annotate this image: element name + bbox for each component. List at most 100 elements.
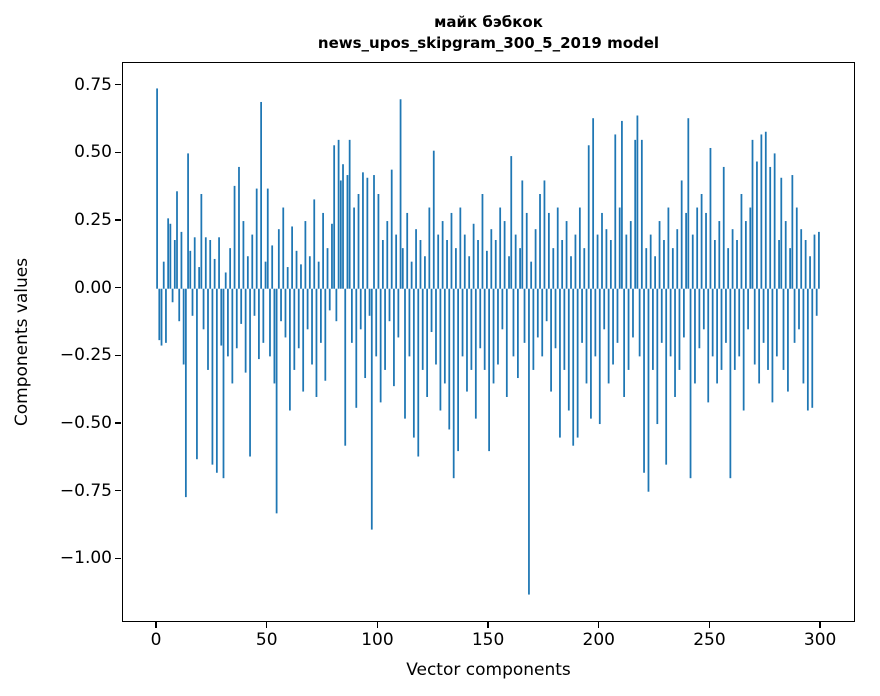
- bar: [244, 288, 247, 373]
- bar: [196, 288, 198, 460]
- y-tick-label: 0.00: [74, 277, 112, 298]
- bar: [767, 288, 769, 370]
- bar: [705, 212, 707, 289]
- bar: [667, 207, 670, 289]
- bar: [609, 240, 612, 289]
- y-tick-label: 0.75: [74, 74, 112, 95]
- bar: [727, 248, 730, 289]
- bar: [634, 139, 637, 289]
- bar: [818, 231, 820, 289]
- bar: [510, 156, 513, 289]
- bar: [612, 288, 614, 365]
- bar: [390, 169, 393, 289]
- bar: [180, 231, 183, 289]
- bar: [346, 175, 349, 289]
- bar: [536, 288, 539, 338]
- bar: [775, 288, 778, 357]
- bar: [815, 288, 818, 316]
- bar: [494, 240, 497, 289]
- bar: [448, 288, 451, 430]
- bar: [811, 288, 814, 408]
- bar: [556, 207, 559, 289]
- bar: [238, 166, 240, 289]
- bar: [598, 288, 601, 425]
- bar: [461, 288, 464, 357]
- bar: [291, 226, 293, 289]
- bar: [280, 288, 282, 322]
- bar: [605, 229, 608, 289]
- x-tick-mark: [819, 622, 821, 628]
- bar: [255, 188, 258, 289]
- bar: [603, 288, 606, 330]
- bar: [331, 223, 333, 289]
- bar: [421, 288, 424, 370]
- bar: [764, 131, 767, 289]
- bar: [269, 288, 271, 357]
- bar: [344, 288, 347, 446]
- bar: [302, 288, 305, 392]
- bar: [373, 175, 375, 289]
- bar: [187, 153, 189, 289]
- bar: [561, 240, 564, 289]
- bar: [231, 288, 234, 384]
- bar: [370, 288, 373, 530]
- bar: [364, 288, 367, 379]
- bar: [249, 288, 251, 457]
- bar: [353, 207, 355, 289]
- bar: [404, 288, 406, 419]
- bar: [350, 288, 353, 343]
- bar: [393, 288, 395, 387]
- bar: [638, 288, 641, 357]
- bar: [492, 288, 495, 384]
- bar: [377, 194, 380, 289]
- bar: [733, 288, 736, 370]
- bar: [658, 221, 661, 289]
- bar: [455, 248, 457, 289]
- bar: [240, 288, 243, 324]
- bar: [758, 288, 761, 384]
- bar: [572, 288, 575, 446]
- bar: [802, 288, 805, 384]
- bar: [645, 248, 648, 289]
- bar: [756, 161, 758, 289]
- bar: [233, 185, 236, 289]
- bar: [800, 229, 803, 289]
- bar: [468, 256, 471, 289]
- bar: [680, 180, 683, 289]
- bar: [368, 288, 371, 316]
- bar: [211, 288, 214, 465]
- bar: [616, 288, 619, 343]
- bar: [614, 134, 617, 289]
- bar: [729, 288, 732, 479]
- bar: [355, 288, 358, 408]
- bar: [744, 221, 747, 289]
- bar: [784, 221, 787, 289]
- bar: [328, 288, 331, 311]
- bar: [508, 256, 510, 289]
- bar: [381, 240, 384, 289]
- bar: [417, 288, 420, 457]
- bar: [481, 194, 484, 289]
- y-tick-label: −0.50: [59, 413, 112, 434]
- bar: [242, 221, 245, 289]
- bars-svg: [156, 88, 820, 595]
- bar: [165, 288, 167, 343]
- bar: [258, 288, 260, 360]
- bar: [297, 288, 300, 349]
- bar: [184, 288, 187, 498]
- bar: [362, 172, 364, 289]
- bar: [503, 221, 506, 289]
- bar: [629, 221, 632, 289]
- bar: [691, 234, 694, 289]
- bar: [738, 288, 741, 357]
- bar: [399, 99, 402, 289]
- bar: [654, 256, 656, 289]
- bar: [618, 207, 621, 289]
- x-tick-label: 300: [803, 630, 837, 650]
- bar: [751, 139, 754, 289]
- bar: [483, 288, 486, 370]
- bar: [601, 212, 603, 289]
- bar: [293, 288, 296, 370]
- bar: [505, 288, 508, 397]
- bar: [660, 288, 663, 343]
